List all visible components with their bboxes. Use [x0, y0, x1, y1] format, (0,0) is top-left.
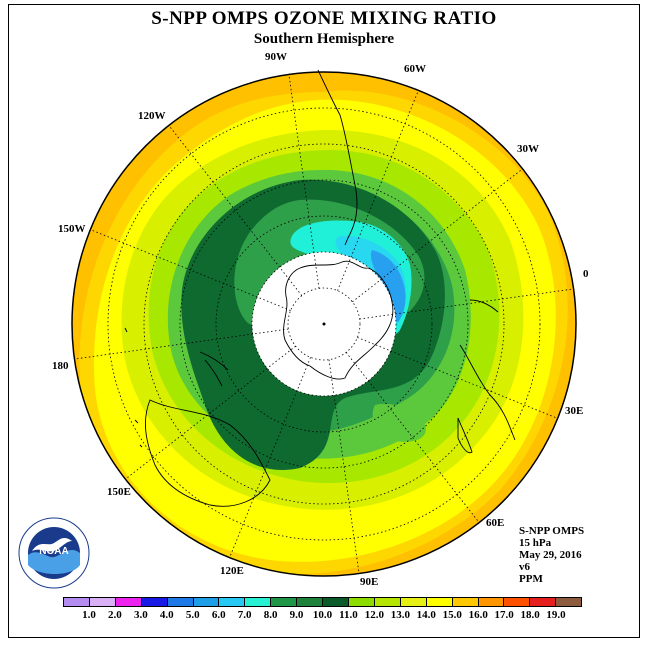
meridian-line — [345, 352, 480, 523]
coastline-australia — [145, 399, 271, 507]
colorbar-tick-label: 18.0 — [520, 609, 540, 621]
lat-circle-40s — [143, 143, 505, 505]
info-units: PPM — [519, 573, 543, 585]
map-boundary — [71, 71, 577, 577]
colorbar-cell — [374, 598, 401, 606]
coastline-madagascar — [457, 417, 473, 454]
latitude-circles — [107, 107, 541, 541]
colorbar-cell — [193, 598, 220, 606]
lon-label-120e: 120E — [220, 565, 244, 577]
contour-patch — [372, 403, 426, 442]
meridian-line — [229, 357, 311, 558]
coastline-south-africa-tip — [469, 299, 499, 313]
colorbar-tick-label: 6.0 — [211, 609, 226, 621]
colorbar-tick-label: 19.0 — [546, 609, 566, 621]
map-title: S-NPP OMPS OZONE MIXING RATIO — [151, 8, 497, 29]
lon-label-150e: 150E — [107, 486, 131, 498]
colorbar-tick-label: 8.0 — [263, 609, 278, 621]
logo-wordmark: NOAA — [39, 546, 68, 557]
coastlines — [124, 69, 516, 507]
figure-frame — [8, 4, 640, 638]
meridian-line — [328, 359, 360, 574]
meridian-line — [337, 90, 419, 291]
lon-label-180: 180 — [52, 360, 69, 372]
pole-marker — [322, 322, 326, 326]
lat-circle-50s — [179, 179, 469, 469]
info-date: May 29, 2016 — [519, 549, 582, 561]
colorbar-cell — [115, 598, 142, 606]
info-block: S-NPP OMPS 15 hPa May 29, 2016 v6 PPM — [519, 525, 584, 585]
colorbar-ticks: 1.0 2.0 3.0 4.0 5.0 6.0 7.0 8.0 9.0 10.0 11.0 12.0 1… — [0, 609, 648, 623]
contour-blue — [370, 250, 406, 322]
colorbar-cell — [271, 598, 298, 606]
lon-label-150w: 150W — [58, 223, 86, 235]
lon-label-0: 0 — [583, 268, 589, 280]
info-level: 15 hPa — [519, 537, 552, 549]
meridian-line — [90, 229, 291, 311]
colorbar-tick-label: 11.0 — [339, 609, 358, 621]
colorbar-cell — [478, 598, 505, 606]
lat-circle-30s — [107, 107, 541, 541]
colorbar-tick-label: 15.0 — [442, 609, 462, 621]
coastline-islands-west — [124, 327, 143, 448]
colorbar-cell — [219, 598, 246, 606]
lon-label-30w: 30W — [517, 143, 539, 155]
colorbar-cell — [530, 598, 557, 606]
colorbar-tick-label: 7.0 — [237, 609, 252, 621]
meridian-line — [352, 168, 523, 303]
lon-label-120w: 120W — [138, 110, 166, 122]
meridian-line — [125, 345, 296, 480]
coastline-south-america — [317, 69, 358, 246]
colorbar-cell — [323, 598, 349, 606]
meridians — [74, 74, 574, 574]
lat-circle-60s — [215, 215, 433, 433]
meridian-line — [359, 288, 574, 320]
colorbar-cell — [141, 598, 168, 606]
colorbar-cell — [504, 598, 531, 606]
colorbar-cell — [245, 598, 272, 606]
lon-label-90e: 90E — [360, 576, 379, 588]
lat-circle-70s — [251, 251, 397, 397]
lon-label-60e: 60E — [486, 517, 505, 529]
map-subtitle: Southern Hemisphere — [253, 31, 395, 47]
colorbar-cell — [452, 598, 479, 606]
noaa-logo: NOAA — [18, 517, 90, 589]
colorbar-tick-label: 3.0 — [133, 609, 148, 621]
colorbar-cell — [426, 598, 453, 606]
colorbar-cell — [64, 598, 90, 606]
colorbar-cell — [400, 598, 427, 606]
colorbar-tick-label: 4.0 — [159, 609, 174, 621]
colorbar-cell — [556, 598, 582, 606]
lon-label-90w: 90W — [265, 51, 287, 63]
colorbar-tick-label: 2.0 — [108, 609, 122, 621]
info-instrument: S-NPP OMPS — [519, 525, 585, 537]
coastline-antarctica — [283, 260, 394, 380]
colorbar-tick-label: 17.0 — [494, 609, 514, 621]
colorbar-cell — [167, 598, 194, 606]
colorbar-cell — [89, 598, 116, 606]
coastline-africa — [459, 344, 516, 441]
lon-label-30e: 30E — [565, 405, 584, 417]
colorbar-tick-label: 12.0 — [364, 609, 385, 621]
coastline-new-zealand — [199, 351, 229, 387]
meridian-line — [168, 125, 303, 296]
info-version: v6 — [519, 561, 530, 573]
colorbar-tick-label: 16.0 — [468, 609, 488, 621]
colorbar-cell — [297, 598, 324, 606]
colorbar-tick-label: 1.0 — [82, 609, 96, 621]
lon-label-60w: 60W — [404, 63, 426, 75]
colorbar-tick-label: 14.0 — [416, 609, 436, 621]
colorbar-tick-label: 13.0 — [390, 609, 410, 621]
meridian-line — [357, 337, 558, 419]
lat-circle-80s — [287, 287, 361, 361]
colorbar — [63, 597, 582, 607]
colorbar-tick-label: 10.0 — [312, 609, 333, 621]
colorbar-tick-label: 5.0 — [185, 609, 200, 621]
colorbar-tick-label: 9.0 — [289, 609, 304, 621]
colorbar-cell — [348, 598, 375, 606]
